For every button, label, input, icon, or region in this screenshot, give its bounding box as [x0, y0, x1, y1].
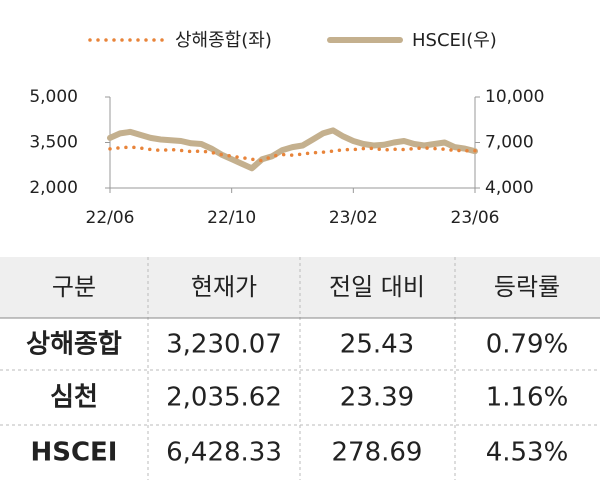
table-cell: 25.43	[340, 330, 414, 360]
table-cell: 3,230.07	[166, 330, 282, 360]
table-cell: 0.79%	[486, 330, 569, 360]
row-label: 상해종합	[26, 330, 122, 360]
table-cell: 278.69	[332, 438, 423, 468]
legend-label: HSCEI(우)	[412, 30, 497, 51]
table-cell: 2,035.62	[166, 383, 282, 413]
table-header-cell: 현재가	[191, 273, 257, 301]
y-tick-label: 3,500	[29, 133, 78, 153]
x-tick-label: 22/10	[207, 208, 256, 228]
series-line	[107, 127, 478, 172]
table-cell: 1.16%	[486, 383, 569, 413]
x-tick-label: 23/06	[451, 208, 500, 228]
row-label: 심천	[50, 383, 98, 413]
row-label: HSCEI	[30, 438, 117, 468]
x-tick-label: 22/06	[86, 208, 135, 228]
table-separators	[0, 257, 600, 480]
table-cell: 6,428.33	[166, 438, 282, 468]
x-tick-label: 23/02	[329, 208, 378, 228]
table-cell: 23.39	[340, 383, 414, 413]
table-header-cell: 전일 대비	[329, 273, 425, 301]
y-tick-label: 5,000	[29, 87, 78, 107]
y2-tick-label: 10,000	[485, 87, 544, 107]
table-cell: 4.53%	[486, 438, 569, 468]
series-line	[108, 145, 477, 163]
y2-tick-label: 4,000	[485, 178, 534, 198]
table-header-cell: 구분	[52, 273, 96, 301]
table-header-cell: 등락률	[494, 273, 560, 301]
y-tick-label: 2,000	[29, 178, 78, 198]
legend-label: 상해종합(좌)	[175, 30, 272, 51]
y2-tick-label: 7,000	[485, 133, 534, 153]
